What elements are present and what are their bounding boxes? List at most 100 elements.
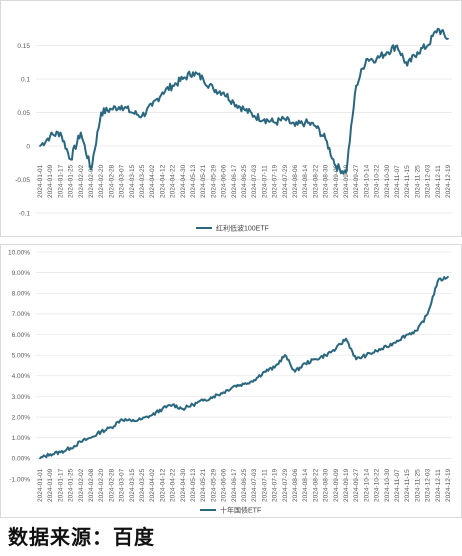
x-tick-label: 2024-05-29	[210, 468, 217, 502]
data-point	[49, 135, 52, 137]
x-tick-label: 2024-02-02	[78, 468, 85, 502]
y-tick-label: 0.15	[17, 43, 30, 50]
x-tick-label: 2024-07-19	[272, 468, 279, 502]
x-tick-label: 2024-07-11	[261, 165, 268, 198]
y-tick-label: 6.00%	[12, 332, 31, 339]
x-tick-label: 2024-09-27	[353, 164, 360, 198]
data-point	[59, 451, 62, 454]
y-tick-label: 9.00%	[12, 270, 31, 277]
x-tick-label: 2024-07-03	[251, 164, 258, 198]
x-tick-label: 2024-08-14	[302, 468, 309, 502]
x-tick-label: 2024-12-19	[445, 164, 452, 198]
data-point	[181, 78, 184, 80]
data-point	[314, 125, 317, 127]
x-tick-label: 2024-08-14	[302, 164, 309, 198]
x-tick-label: 2024-05-21	[200, 164, 207, 198]
x-tick-label: 2024-05-21	[200, 468, 207, 502]
x-tick-label: 2024-02-20	[98, 164, 105, 198]
data-point	[345, 171, 347, 174]
y-tick-label: 2.00%	[12, 414, 31, 421]
data-point	[396, 44, 398, 47]
y-tick-label: 1.00%	[12, 435, 31, 442]
data-point	[90, 168, 92, 171]
data-point	[100, 111, 103, 114]
x-tick-label: 2024-02-08	[88, 468, 95, 502]
x-tick-label: 2024-01-17	[57, 164, 64, 198]
chart-2-panel	[0, 244, 462, 518]
x-tick-label: 2024-12-03	[425, 468, 432, 502]
x-tick-label: 2024-10-14	[363, 164, 370, 198]
data-point	[39, 457, 41, 460]
data-point	[263, 118, 266, 121]
data-point	[294, 370, 296, 373]
x-tick-label: 2024-06-17	[231, 164, 238, 198]
x-tick-label: 2024-09-19	[343, 468, 350, 502]
x-tick-label: 2024-07-11	[261, 469, 268, 502]
data-point	[273, 366, 276, 369]
data-point	[69, 158, 72, 161]
data-point	[69, 447, 72, 449]
data-point	[294, 125, 296, 127]
x-tick-label: 2024-09-19	[343, 164, 350, 198]
x-tick-label: 2024-04-12	[159, 164, 166, 198]
data-point	[283, 354, 286, 357]
data-point	[334, 165, 337, 168]
data-point	[243, 383, 245, 385]
data-point	[141, 114, 143, 117]
data-point	[232, 385, 235, 388]
data-point	[222, 91, 225, 94]
x-tick-label: 2024-03-07	[119, 164, 126, 198]
data-point	[406, 64, 409, 67]
x-tick-label: 2024-08-30	[323, 164, 330, 198]
x-tick-label: 2024-01-01	[37, 468, 44, 502]
data-point	[222, 391, 225, 394]
x-tick-label: 2024-06-17	[231, 468, 238, 502]
y-tick-label: 0.1	[21, 76, 30, 83]
data-point	[79, 131, 82, 134]
x-tick-label: 2024-02-20	[98, 468, 105, 502]
data-point	[161, 407, 164, 410]
legend-label: 红利低波100ETF	[216, 224, 269, 233]
y-tick-label: 0.00%	[12, 456, 31, 463]
data-point	[365, 58, 368, 60]
x-tick-label: 2024-10-30	[384, 164, 391, 198]
x-tick-label: 2024-02-08	[88, 164, 95, 198]
data-point	[355, 358, 358, 361]
x-tick-label: 2024-03-25	[139, 164, 146, 198]
y-tick-label: 7.00%	[12, 311, 31, 318]
data-point	[304, 362, 307, 365]
data-point	[59, 131, 62, 134]
x-tick-label: 2024-03-25	[139, 468, 146, 502]
x-tick-label: 2024-01-09	[47, 164, 54, 198]
data-point	[406, 333, 409, 336]
x-tick-label: 2024-11-07	[394, 165, 401, 198]
data-point	[355, 84, 358, 87]
data-point	[151, 104, 154, 107]
x-tick-label: 2024-02-28	[108, 468, 115, 502]
data-point	[130, 111, 133, 114]
legend-label: 十年国债ETF	[220, 506, 261, 515]
x-tick-label: 2024-04-30	[180, 468, 187, 502]
data-point	[375, 58, 378, 60]
x-tick-label: 2024-07-03	[251, 468, 258, 502]
x-tick-label: 2024-06-06	[221, 468, 228, 502]
x-tick-label: 2024-07-29	[282, 468, 289, 502]
x-tick-label: 2024-08-22	[312, 164, 319, 198]
x-tick-label: 2024-04-30	[180, 164, 187, 198]
x-tick-label: 2024-04-22	[170, 468, 177, 502]
x-tick-label: 2024-01-25	[68, 164, 75, 198]
x-tick-label: 2024-06-25	[241, 164, 248, 198]
x-tick-label: 2024-08-30	[323, 468, 330, 502]
x-tick-label: 2024-03-07	[119, 468, 126, 502]
x-tick-label: 2024-04-02	[149, 468, 156, 502]
y-tick-label: 0.05	[17, 110, 30, 117]
x-tick-label: 2024-09-09	[333, 468, 340, 502]
y-tick-label: -1.00%	[9, 476, 30, 483]
x-tick-label: 2024-05-13	[190, 164, 197, 198]
x-tick-label: 2024-11-25	[414, 165, 421, 198]
data-point	[365, 354, 368, 357]
x-tick-label: 2024-03-15	[129, 164, 136, 198]
x-tick-label: 2024-06-25	[241, 468, 248, 502]
data-point	[243, 108, 245, 111]
x-tick-label: 2024-07-29	[282, 164, 289, 198]
